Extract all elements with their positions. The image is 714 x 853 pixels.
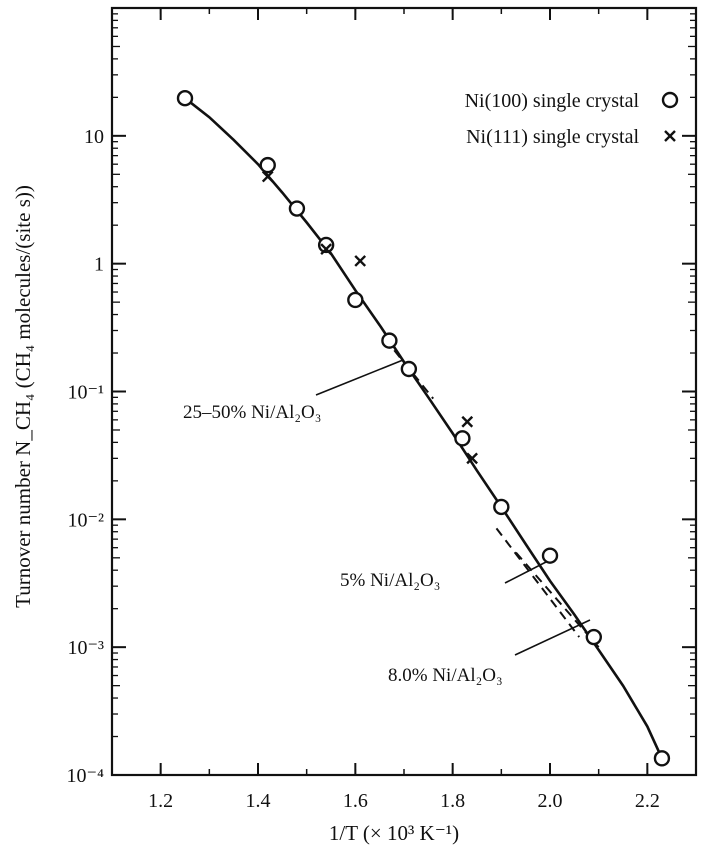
- ann-5: 5% Ni/Al₂O₃: [340, 570, 440, 591]
- cross-stroke: [461, 415, 474, 428]
- ni100-point: [259, 156, 276, 174]
- legend-circle-marker: [661, 91, 679, 109]
- fit-curve: [184, 97, 664, 759]
- ni100-point: [493, 498, 510, 516]
- cross-stroke: [354, 255, 367, 267]
- ni100-point: [653, 750, 671, 767]
- series-marks: [176, 89, 671, 767]
- legend-cross-marker: [664, 130, 676, 142]
- ni111-point: [354, 255, 367, 267]
- y-tick-label: 1: [94, 254, 104, 276]
- x-tick-label: 1.4: [246, 790, 271, 812]
- series-lines: [184, 97, 664, 759]
- ni100-point: [176, 89, 194, 107]
- annotations: 25–50% Ni/Al₂O₃ 5% Ni/Al₂O₃ 8.0% Ni/Al₂O₃: [183, 359, 591, 686]
- cross-stroke: [466, 452, 478, 465]
- plot-frame: [110, 6, 698, 777]
- ni111-point: [261, 170, 274, 183]
- cross-stroke: [664, 130, 676, 142]
- legend: Ni(100) single crystal Ni(111) single cry…: [465, 90, 679, 148]
- ni111-point: [320, 243, 332, 255]
- ann-8-leader: [514, 619, 591, 656]
- ni100-point: [288, 200, 306, 217]
- ni111-point: [466, 452, 478, 465]
- cross-stroke: [261, 170, 274, 183]
- y-tick-label: 10: [84, 126, 104, 148]
- ni100-point: [400, 360, 418, 378]
- ann-25-50: 25–50% Ni/Al₂O₃: [183, 402, 321, 423]
- y-tick-label: 10⁻²: [67, 509, 104, 531]
- x-tick-label: 1.6: [343, 790, 368, 812]
- ni100-point: [347, 291, 364, 309]
- legend-label: Ni(111) single crystal: [466, 126, 639, 148]
- y-tick-label: 10⁻³: [67, 637, 104, 659]
- y-tick-label: 10⁻⁴: [66, 765, 104, 787]
- ni100-point: [317, 236, 335, 254]
- ann-8: 8.0% Ni/Al₂O₃: [388, 665, 503, 686]
- x-tick-label: 1.2: [148, 790, 173, 812]
- y-tick-label: 10⁻¹: [67, 382, 104, 404]
- legend-label: Ni(100) single crystal: [465, 90, 640, 112]
- ann-25-50-leader: [315, 359, 404, 396]
- ni100-point: [381, 332, 398, 349]
- ni100-point: [454, 430, 471, 447]
- dash-5: [495, 527, 580, 638]
- axis-ticks: 1.2 1.4 1.6 1.8 2.0 2.2 10 1 10⁻¹ 10⁻² 10⁻³ 10⁻⁴: [66, 8, 697, 812]
- x-tick-label: 2.0: [538, 790, 563, 812]
- ni100-point: [541, 547, 559, 564]
- cross-stroke: [320, 243, 332, 255]
- ann-5-leader: [504, 561, 547, 584]
- dash-8: [515, 551, 600, 648]
- ni100-point: [585, 628, 602, 646]
- x-axis-label: 1/T (× 10³ K⁻¹): [329, 821, 459, 845]
- y-axis-label: Turnover number N_CH₄ (CH₄ molecules/(si…: [11, 185, 35, 608]
- x-tick-label: 2.2: [635, 790, 660, 812]
- ni111-point: [461, 415, 474, 428]
- plot-border: [110, 6, 698, 777]
- x-tick-label: 1.8: [440, 790, 465, 812]
